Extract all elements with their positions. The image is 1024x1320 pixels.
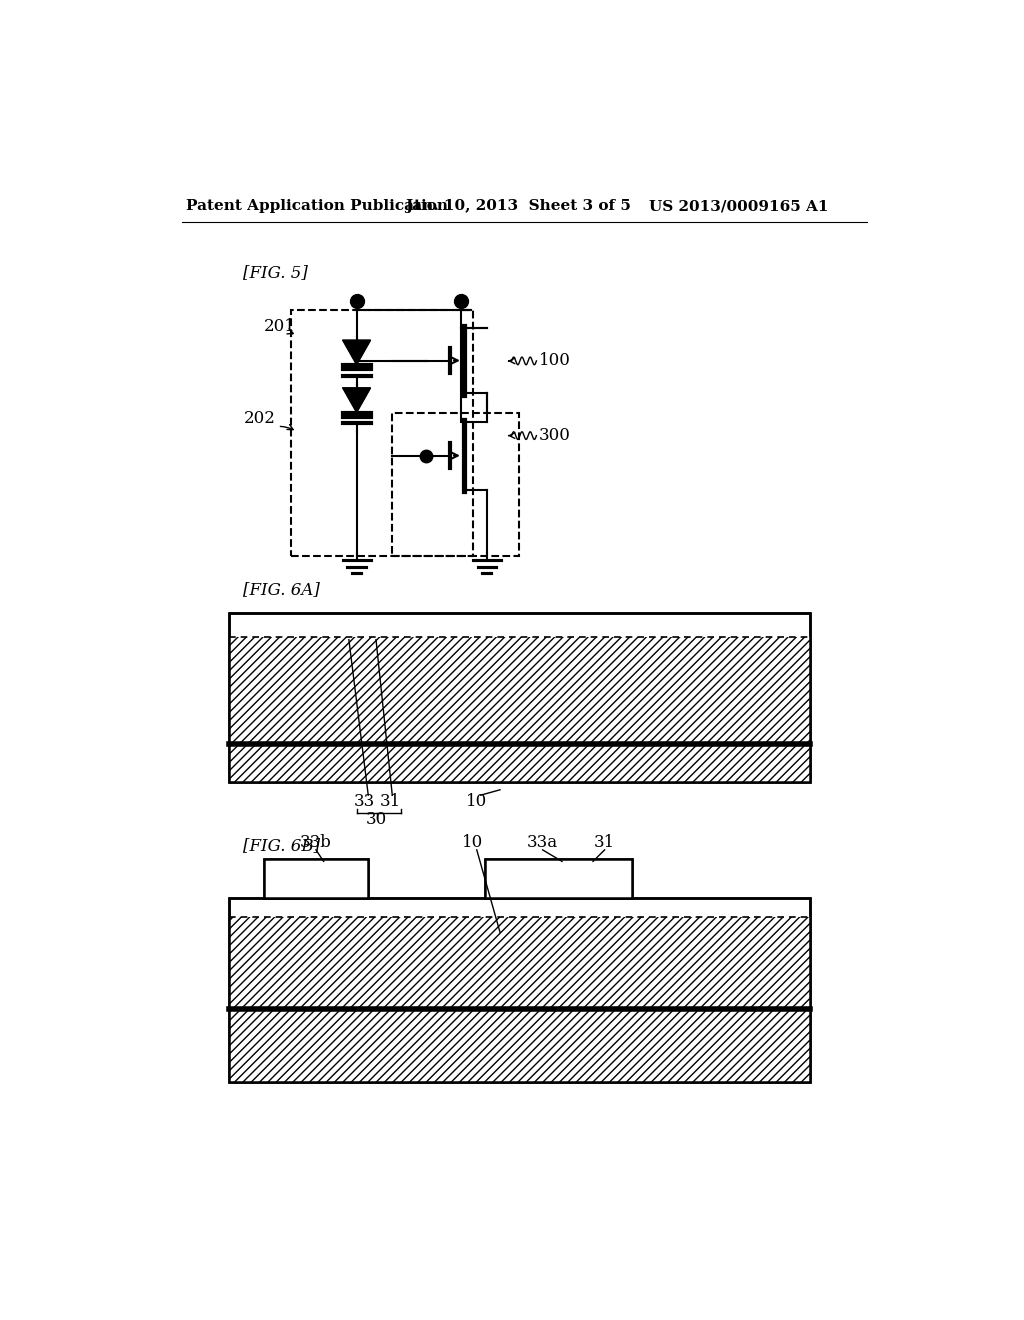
Text: 33b: 33b (300, 834, 332, 850)
Bar (484, 859, 632, 898)
Text: 31: 31 (379, 793, 400, 810)
Text: 10: 10 (466, 793, 487, 810)
Bar (263, 859, 369, 898)
Text: US 2013/0009165 A1: US 2013/0009165 A1 (649, 199, 828, 213)
Text: [FIG. 6B]: [FIG. 6B] (243, 837, 319, 854)
Text: [FIG. 5]: [FIG. 5] (243, 264, 307, 281)
Text: 201: 201 (263, 318, 296, 335)
Bar (228, 612, 810, 781)
Bar (484, 859, 632, 898)
Bar (291, 310, 473, 557)
Bar (228, 898, 810, 1082)
Bar (228, 638, 810, 743)
Text: Patent Application Publication: Patent Application Publication (186, 199, 449, 213)
Text: 30: 30 (367, 810, 387, 828)
Text: 10: 10 (462, 834, 483, 850)
Text: [FIG. 6A]: [FIG. 6A] (243, 581, 319, 598)
Text: 100: 100 (539, 352, 570, 370)
Text: 33: 33 (353, 793, 375, 810)
Polygon shape (343, 388, 371, 412)
Text: 202: 202 (245, 411, 276, 428)
Bar (228, 743, 810, 781)
Text: 33a: 33a (527, 834, 558, 850)
Text: 300: 300 (539, 428, 570, 444)
Polygon shape (343, 341, 371, 364)
Bar (228, 1010, 810, 1082)
Bar (391, 412, 519, 557)
Bar (263, 859, 369, 898)
Bar (228, 612, 810, 781)
Text: 31: 31 (594, 834, 615, 850)
Bar (228, 898, 810, 1082)
Bar (228, 917, 810, 1010)
Text: Jan. 10, 2013  Sheet 3 of 5: Jan. 10, 2013 Sheet 3 of 5 (406, 199, 632, 213)
